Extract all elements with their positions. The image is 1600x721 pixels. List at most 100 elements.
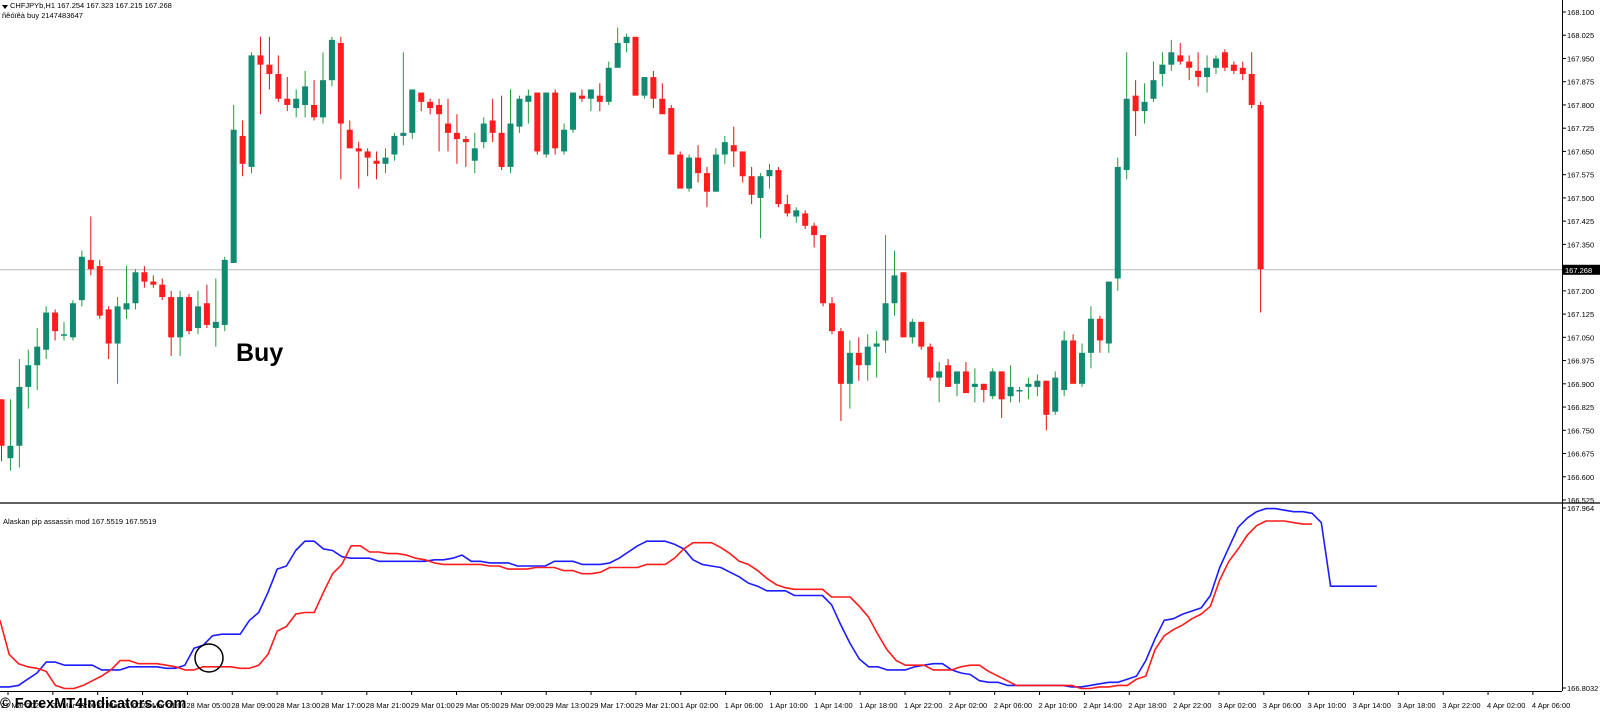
- candle-body[interactable]: [873, 343, 880, 347]
- candle-body[interactable]: [275, 73, 282, 99]
- candle-body[interactable]: [989, 371, 996, 397]
- candle-body[interactable]: [891, 275, 898, 304]
- candle-body[interactable]: [721, 142, 728, 155]
- candle-body[interactable]: [462, 139, 469, 143]
- candle-body[interactable]: [757, 176, 764, 198]
- candle-body[interactable]: [391, 135, 398, 155]
- candle-body[interactable]: [1150, 80, 1157, 99]
- candle-body[interactable]: [212, 321, 219, 329]
- candle-body[interactable]: [605, 67, 612, 102]
- candle-body[interactable]: [971, 383, 978, 387]
- candle-body[interactable]: [1061, 340, 1068, 391]
- candle-body[interactable]: [864, 346, 871, 366]
- candle-body[interactable]: [337, 42, 344, 124]
- candle-body[interactable]: [96, 266, 103, 316]
- candle-body[interactable]: [69, 303, 76, 338]
- candle-body[interactable]: [1177, 55, 1184, 62]
- candle-body[interactable]: [248, 55, 255, 167]
- candle-body[interactable]: [257, 55, 264, 65]
- candle-body[interactable]: [507, 123, 514, 167]
- candle-body[interactable]: [355, 148, 362, 152]
- candle-body[interactable]: [427, 101, 434, 109]
- candle-body[interactable]: [1230, 64, 1237, 71]
- candle-body[interactable]: [828, 303, 835, 332]
- candle-body[interactable]: [980, 383, 987, 391]
- candle-body[interactable]: [632, 36, 639, 96]
- candle-body[interactable]: [471, 148, 478, 161]
- candle-body[interactable]: [25, 365, 32, 387]
- candle-body[interactable]: [712, 154, 719, 192]
- candle-body[interactable]: [918, 321, 925, 347]
- candle-body[interactable]: [221, 259, 228, 325]
- candle-body[interactable]: [1079, 352, 1086, 384]
- candle-body[interactable]: [900, 272, 907, 338]
- candle-body[interactable]: [587, 89, 594, 99]
- candle-body[interactable]: [846, 352, 853, 384]
- candle-body[interactable]: [1159, 64, 1166, 74]
- candle-body[interactable]: [775, 170, 782, 205]
- candle-body[interactable]: [1186, 61, 1193, 68]
- candle-body[interactable]: [400, 132, 407, 136]
- indicator-blue-line[interactable]: [0, 507, 1377, 688]
- candle-body[interactable]: [319, 80, 326, 118]
- candle-body[interactable]: [480, 123, 487, 143]
- candle-body[interactable]: [1123, 98, 1130, 171]
- candle-body[interactable]: [159, 284, 166, 298]
- candle-body[interactable]: [364, 151, 371, 158]
- candle-body[interactable]: [623, 36, 630, 43]
- candle-body[interactable]: [1132, 95, 1139, 112]
- candle-body[interactable]: [516, 98, 523, 127]
- candle-body[interactable]: [105, 309, 112, 344]
- candle-body[interactable]: [141, 272, 148, 282]
- candle-body[interactable]: [677, 154, 684, 189]
- candle-body[interactable]: [1114, 166, 1121, 279]
- candle-body[interactable]: [659, 98, 666, 115]
- candle-body[interactable]: [445, 123, 451, 133]
- candle-body[interactable]: [489, 120, 496, 133]
- candle-body[interactable]: [534, 92, 541, 152]
- candle-body[interactable]: [177, 297, 184, 338]
- candle-body[interactable]: [1257, 104, 1264, 270]
- candle-body[interactable]: [284, 98, 291, 105]
- candle-body[interactable]: [1025, 383, 1032, 387]
- candle-body[interactable]: [695, 157, 702, 174]
- indicator-red-line[interactable]: [0, 520, 1313, 690]
- candle-body[interactable]: [409, 89, 416, 133]
- candle-body[interactable]: [596, 95, 603, 102]
- candle-body[interactable]: [954, 371, 961, 384]
- candle-body[interactable]: [239, 135, 246, 164]
- candle-body[interactable]: [1248, 73, 1255, 105]
- candle-body[interactable]: [87, 259, 94, 270]
- candle-body[interactable]: [293, 98, 300, 109]
- candle-body[interactable]: [1070, 340, 1077, 384]
- candle-body[interactable]: [1052, 377, 1059, 412]
- candle-body[interactable]: [114, 306, 121, 344]
- candle-body[interactable]: [382, 157, 389, 164]
- candle-body[interactable]: [194, 306, 201, 329]
- candle-body[interactable]: [498, 132, 505, 167]
- candle-body[interactable]: [61, 334, 68, 336]
- candle-body[interactable]: [266, 64, 273, 74]
- candle-body[interactable]: [1096, 318, 1103, 341]
- candle-body[interactable]: [784, 204, 791, 214]
- candle-body[interactable]: [328, 39, 335, 81]
- candle-body[interactable]: [0, 399, 5, 446]
- candle-body[interactable]: [7, 445, 14, 459]
- candle-body[interactable]: [641, 77, 648, 96]
- candle-body[interactable]: [945, 365, 952, 387]
- candle-body[interactable]: [525, 95, 532, 102]
- candle-body[interactable]: [962, 371, 969, 394]
- candle-body[interactable]: [578, 95, 585, 99]
- candle-body[interactable]: [418, 92, 425, 102]
- candle-body[interactable]: [34, 346, 41, 366]
- candle-body[interactable]: [855, 352, 862, 366]
- collapse-arrow-icon[interactable]: [2, 5, 8, 9]
- candle-body[interactable]: [1105, 281, 1112, 344]
- candle-body[interactable]: [453, 132, 460, 140]
- candle-body[interactable]: [230, 129, 237, 263]
- candle-body[interactable]: [811, 225, 818, 236]
- candle-body[interactable]: [748, 176, 755, 195]
- candle-body[interactable]: [43, 312, 50, 350]
- candle-body[interactable]: [998, 371, 1005, 400]
- candle-body[interactable]: [1016, 390, 1023, 392]
